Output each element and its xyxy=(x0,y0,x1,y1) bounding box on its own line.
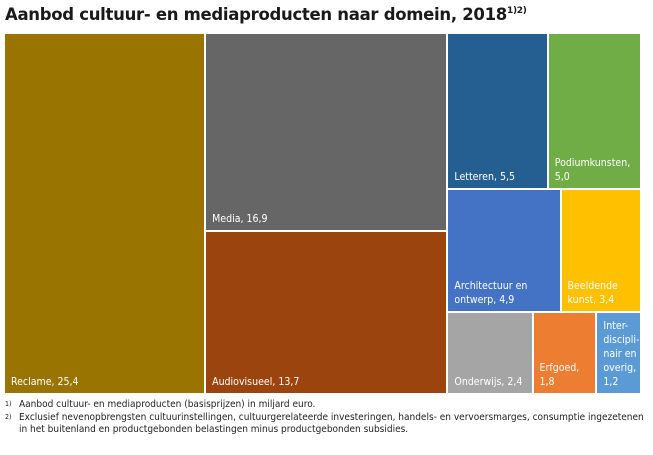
footnote-1-text: Aanbod cultuur- en mediaproducten (basis… xyxy=(19,399,316,410)
footnotes: 1) Aanbod cultuur- en mediaproducten (ba… xyxy=(5,399,650,437)
treemap-cell-beeldende-kunst: Beeldende kunst, 3,4 xyxy=(561,189,640,311)
footnote-1: 1) Aanbod cultuur- en mediaproducten (ba… xyxy=(5,399,650,412)
chart-title-text: Aanbod cultuur- en mediaproducten naar d… xyxy=(5,5,507,24)
treemap-cell-architectuur-en-ontwerp: Architectuur en ontwerp, 4,9 xyxy=(448,189,560,311)
treemap-label-podiumkunsten: Podiumkunsten, 5,0 xyxy=(554,156,631,183)
treemap-label-erfgoed: Erfgoed, 1,8 xyxy=(539,361,580,388)
treemap-cell-erfgoed: Erfgoed, 1,8 xyxy=(533,312,596,393)
treemap-label-media: Media, 16,9 xyxy=(212,213,268,226)
treemap-label-architectuur-en-ontwerp: Architectuur en ontwerp, 4,9 xyxy=(454,279,528,306)
treemap-label-letteren: Letteren, 5,5 xyxy=(454,170,515,183)
treemap-cell-podiumkunsten: Podiumkunsten, 5,0 xyxy=(548,34,640,188)
treemap-label-audiovisueel: Audiovisueel, 13,7 xyxy=(212,375,300,388)
treemap-cell-reclame: Reclame, 25,4 xyxy=(5,34,205,393)
treemap-cell-media: Media, 16,9 xyxy=(206,34,447,231)
treemap-cell-audiovisueel: Audiovisueel, 13,7 xyxy=(206,232,447,393)
treemap-cell-onderwijs: Onderwijs, 2,4 xyxy=(448,312,532,393)
treemap-label-reclame: Reclame, 25,4 xyxy=(11,376,79,388)
treemap-cell-interdisciplinair-en-overig: Inter- discipli- nair en overig, 1,2 xyxy=(597,312,640,393)
chart-title: Aanbod cultuur- en mediaproducten naar d… xyxy=(5,5,527,24)
footnote-2-text: Exclusief nevenopbrengsten cultuurinstel… xyxy=(19,411,644,436)
footnote-2: 2) Exclusief nevenopbrengsten cultuurins… xyxy=(5,412,650,437)
treemap-label-onderwijs: Onderwijs, 2,4 xyxy=(454,375,523,388)
treemap-label-interdisciplinair-en-overig: Inter- discipli- nair en overig, 1,2 xyxy=(603,319,640,388)
title-footnote-marks: 1)2) xyxy=(506,5,527,16)
footnote-1-mark: 1) xyxy=(5,400,12,408)
treemap-cell-letteren: Letteren, 5,5 xyxy=(448,34,547,188)
treemap-label-beeldende-kunst: Beeldende kunst, 3,4 xyxy=(567,279,618,306)
footnote-2-mark: 2) xyxy=(5,412,12,421)
